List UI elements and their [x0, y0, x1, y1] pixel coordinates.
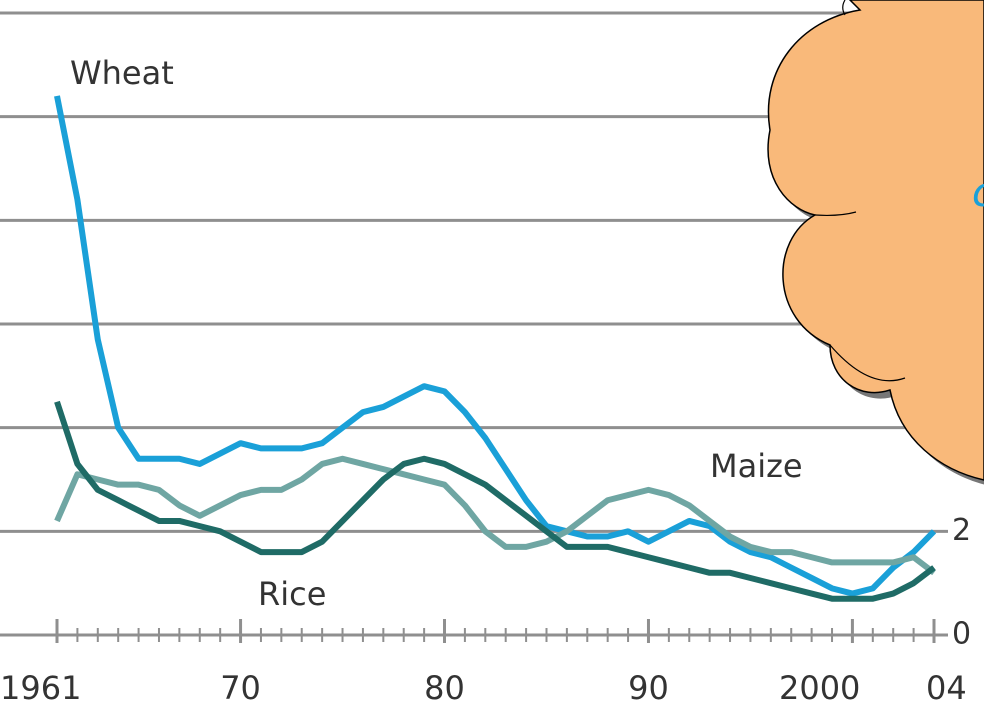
x-tick-label: 80: [424, 669, 465, 707]
series-label: Maize: [710, 447, 803, 485]
x-tick-label: 70: [220, 669, 261, 707]
x-tick-label: 04: [926, 669, 967, 707]
x-tick-label: 2000: [779, 669, 860, 707]
annotation: c: [972, 170, 984, 216]
x-tick-label: 1961: [0, 669, 81, 707]
series-line: [57, 402, 934, 599]
chart: 0246810121961708090200004WheatMaizeRice …: [0, 0, 984, 718]
cloud: [768, 0, 984, 480]
series-label: Rice: [258, 575, 326, 613]
cloud-callout: c: [768, 0, 984, 486]
x-tick-label: 90: [628, 669, 669, 707]
y-tick-label: 0: [952, 617, 971, 652]
y-tick-label: 2: [952, 513, 971, 548]
series-label: Wheat: [70, 54, 174, 92]
